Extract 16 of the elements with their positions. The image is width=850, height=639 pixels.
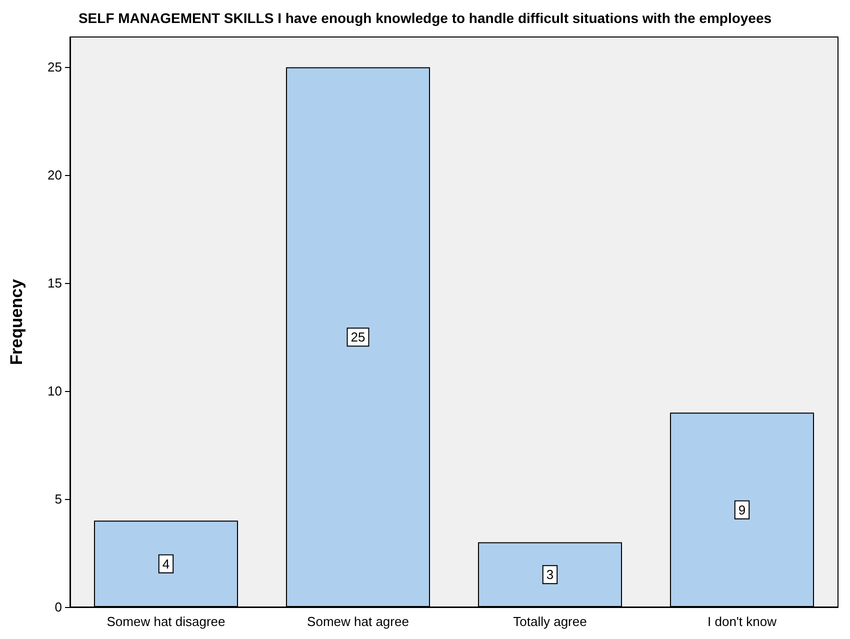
data-label: 3	[546, 567, 554, 582]
x-tick-label: Somew hat disagree	[106, 614, 226, 629]
data-label: 25	[350, 330, 366, 345]
x-tick-label: Somew hat agree	[307, 614, 409, 629]
x-tick-label: I don't know	[708, 614, 778, 629]
y-tick-label: 0	[54, 600, 62, 614]
y-tick-label: 5	[54, 492, 62, 507]
chart-title: SELF MANAGEMENT SKILLS I have enough knowledge to handle difficult situations with the employees	[78, 10, 772, 26]
y-axis-title: Frequency	[7, 278, 26, 365]
data-label: 4	[162, 556, 170, 572]
y-tick-label: 25	[48, 60, 62, 75]
data-label: 9	[738, 502, 746, 518]
x-tick-label: Totally agree	[513, 614, 587, 629]
y-tick-label: 15	[48, 276, 62, 291]
y-tick-label: 10	[48, 384, 62, 399]
y-tick-label: 20	[48, 168, 62, 183]
